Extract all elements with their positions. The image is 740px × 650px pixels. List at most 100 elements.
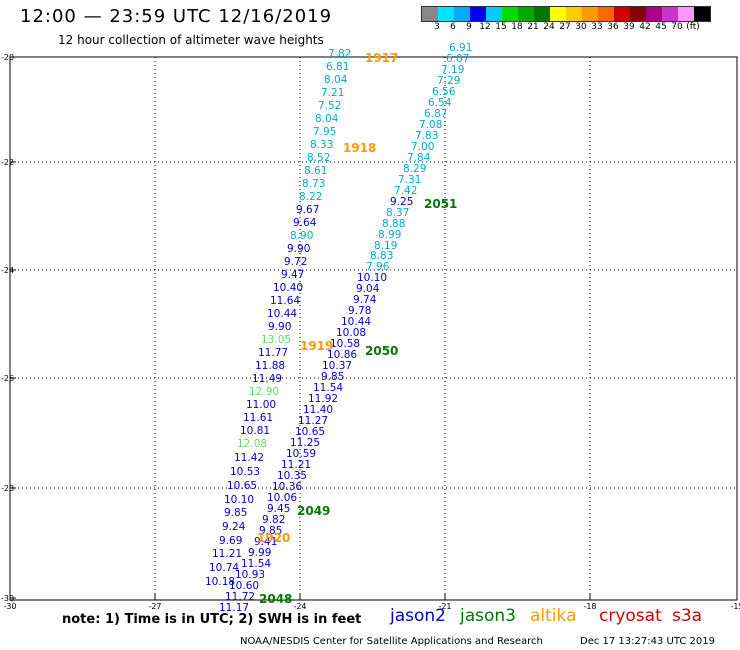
wave-height-value: 9.85 <box>321 371 344 383</box>
legend-swatch <box>566 7 582 21</box>
color-scale-legend <box>421 6 711 22</box>
wave-height-value: 8.73 <box>302 178 325 190</box>
wave-height-value: 7.84 <box>407 152 431 164</box>
wave-height-value: 8.33 <box>310 139 333 151</box>
legend-swatch <box>454 7 470 21</box>
legend-label: 9 <box>466 22 472 32</box>
legend-label: 36 <box>607 22 619 32</box>
wave-height-value: 10.86 <box>327 349 357 361</box>
orbit-number: 2051 <box>424 197 457 211</box>
legend-label: 33 <box>591 22 603 32</box>
legend-label: 3 <box>434 22 440 32</box>
wave-height-value: 8.19 <box>374 240 397 252</box>
wave-height-value: 9.85 <box>259 525 282 537</box>
wave-height-value: 9.25 <box>390 196 413 208</box>
legend-swatch <box>550 7 566 21</box>
legend-label: 70 <box>671 22 683 32</box>
map-frame <box>9 56 738 601</box>
orbit-number: 1920 <box>257 531 290 545</box>
wave-height-value: 6.07 <box>446 53 469 65</box>
legend-jason3: jason3 <box>460 606 516 626</box>
lat-label: -24 <box>1 266 14 275</box>
wave-height-value: 9.67 <box>296 204 319 216</box>
wave-height-value: 7.08 <box>419 119 442 131</box>
wave-height-value: 10.10 <box>224 494 254 506</box>
wave-height-value: 8.61 <box>304 165 327 177</box>
lon-label: -24 <box>293 602 306 611</box>
wave-height-value: 10.40 <box>273 282 303 294</box>
wave-height-value: 11.21 <box>212 548 242 560</box>
legend-swatch <box>614 7 630 21</box>
legend-label: 12 <box>479 22 491 32</box>
wave-height-value: 11.00 <box>246 399 276 411</box>
wave-height-value: 7.83 <box>415 130 438 142</box>
wave-height-value: 7.82 <box>328 48 351 60</box>
legend-label: (ft) <box>686 22 700 32</box>
orbit-number: 2050 <box>365 344 398 358</box>
lon-axis-labels: -30 -27 -24 -21 -18 -15 <box>3 602 740 611</box>
wave-height-value: 10.08 <box>336 327 366 339</box>
wave-height-value: 10.93 <box>235 569 265 581</box>
legend-label: 24 <box>543 22 555 32</box>
wave-height-value: 8.29 <box>403 163 426 175</box>
lat-label: -30 <box>1 594 14 603</box>
legend-label: 18 <box>511 22 523 32</box>
legend-swatch <box>502 7 518 21</box>
wave-height-value: 10.10 <box>357 272 387 284</box>
legend-swatch <box>518 7 534 21</box>
wave-height-value: 10.58 <box>330 338 360 350</box>
wave-height-value: 11.17 <box>219 602 249 614</box>
lon-label: -27 <box>148 602 161 611</box>
wave-height-value: 11.21 <box>281 459 311 471</box>
wave-height-value: 9.82 <box>262 514 285 526</box>
wave-height-value: 11.92 <box>308 393 338 405</box>
wave-height-value: 9.64 <box>293 217 317 229</box>
legend-swatch <box>582 7 598 21</box>
wave-height-labels: 7.826.818.047.217.528.047.958.338.528.61… <box>205 42 472 614</box>
legend-cryosat: cryosat <box>599 606 662 626</box>
legend-altika: altika <box>530 606 577 626</box>
legend-label: 27 <box>559 22 571 32</box>
wave-height-value: 8.04 <box>315 113 339 125</box>
wave-height-value: 9.45 <box>267 503 290 515</box>
legend-label: 45 <box>655 22 667 32</box>
wave-height-value: 10.06 <box>267 492 297 504</box>
legend-swatch <box>486 7 502 21</box>
wave-height-value: 7.95 <box>313 126 336 138</box>
legend-label: 6 <box>450 22 456 32</box>
wave-height-value: 6.56 <box>432 86 456 98</box>
wave-height-value: 11.54 <box>241 558 271 570</box>
legend-swatch <box>646 7 662 21</box>
legend-swatch <box>598 7 614 21</box>
wave-height-value: 12.90 <box>249 386 279 398</box>
wave-height-value: 8.99 <box>378 229 401 241</box>
wave-height-value: 10.60 <box>229 580 259 592</box>
wave-height-value: 7.31 <box>398 174 421 186</box>
wave-height-value: 6.87 <box>424 108 447 120</box>
wave-height-value: 9.90 <box>268 321 291 333</box>
wave-height-value: 8.04 <box>324 74 348 86</box>
legend-swatch <box>534 7 550 21</box>
wave-height-value: 11.40 <box>303 404 333 416</box>
lat-axis-labels: -20 -22 -24 -26 -28 -30 <box>1 53 14 603</box>
wave-height-value: 8.52 <box>307 152 330 164</box>
wave-height-value: 7.19 <box>441 64 464 76</box>
wave-height-value: 9.74 <box>353 294 377 306</box>
wave-height-value: 11.54 <box>313 382 343 394</box>
wave-height-value: 7.00 <box>411 141 434 153</box>
lon-label: -15 <box>730 602 740 611</box>
wave-height-value: 9.99 <box>248 547 271 559</box>
lat-label: -20 <box>1 53 14 62</box>
lon-label: -18 <box>583 602 596 611</box>
legend-swatch <box>422 7 438 21</box>
wave-height-value: 9.47 <box>281 269 304 281</box>
wave-height-value: 10.81 <box>240 425 270 437</box>
wave-height-value: 11.42 <box>234 452 264 464</box>
page-title: 12:00 — 23:59 UTC 12/16/2019 <box>20 6 333 27</box>
wave-height-value: 10.59 <box>286 448 316 460</box>
wave-height-value: 11.49 <box>252 373 282 385</box>
wave-height-value: 8.22 <box>299 191 322 203</box>
wave-height-value: 7.21 <box>321 87 344 99</box>
wave-height-value: 11.27 <box>298 415 328 427</box>
orbit-number: 1919 <box>300 339 333 353</box>
